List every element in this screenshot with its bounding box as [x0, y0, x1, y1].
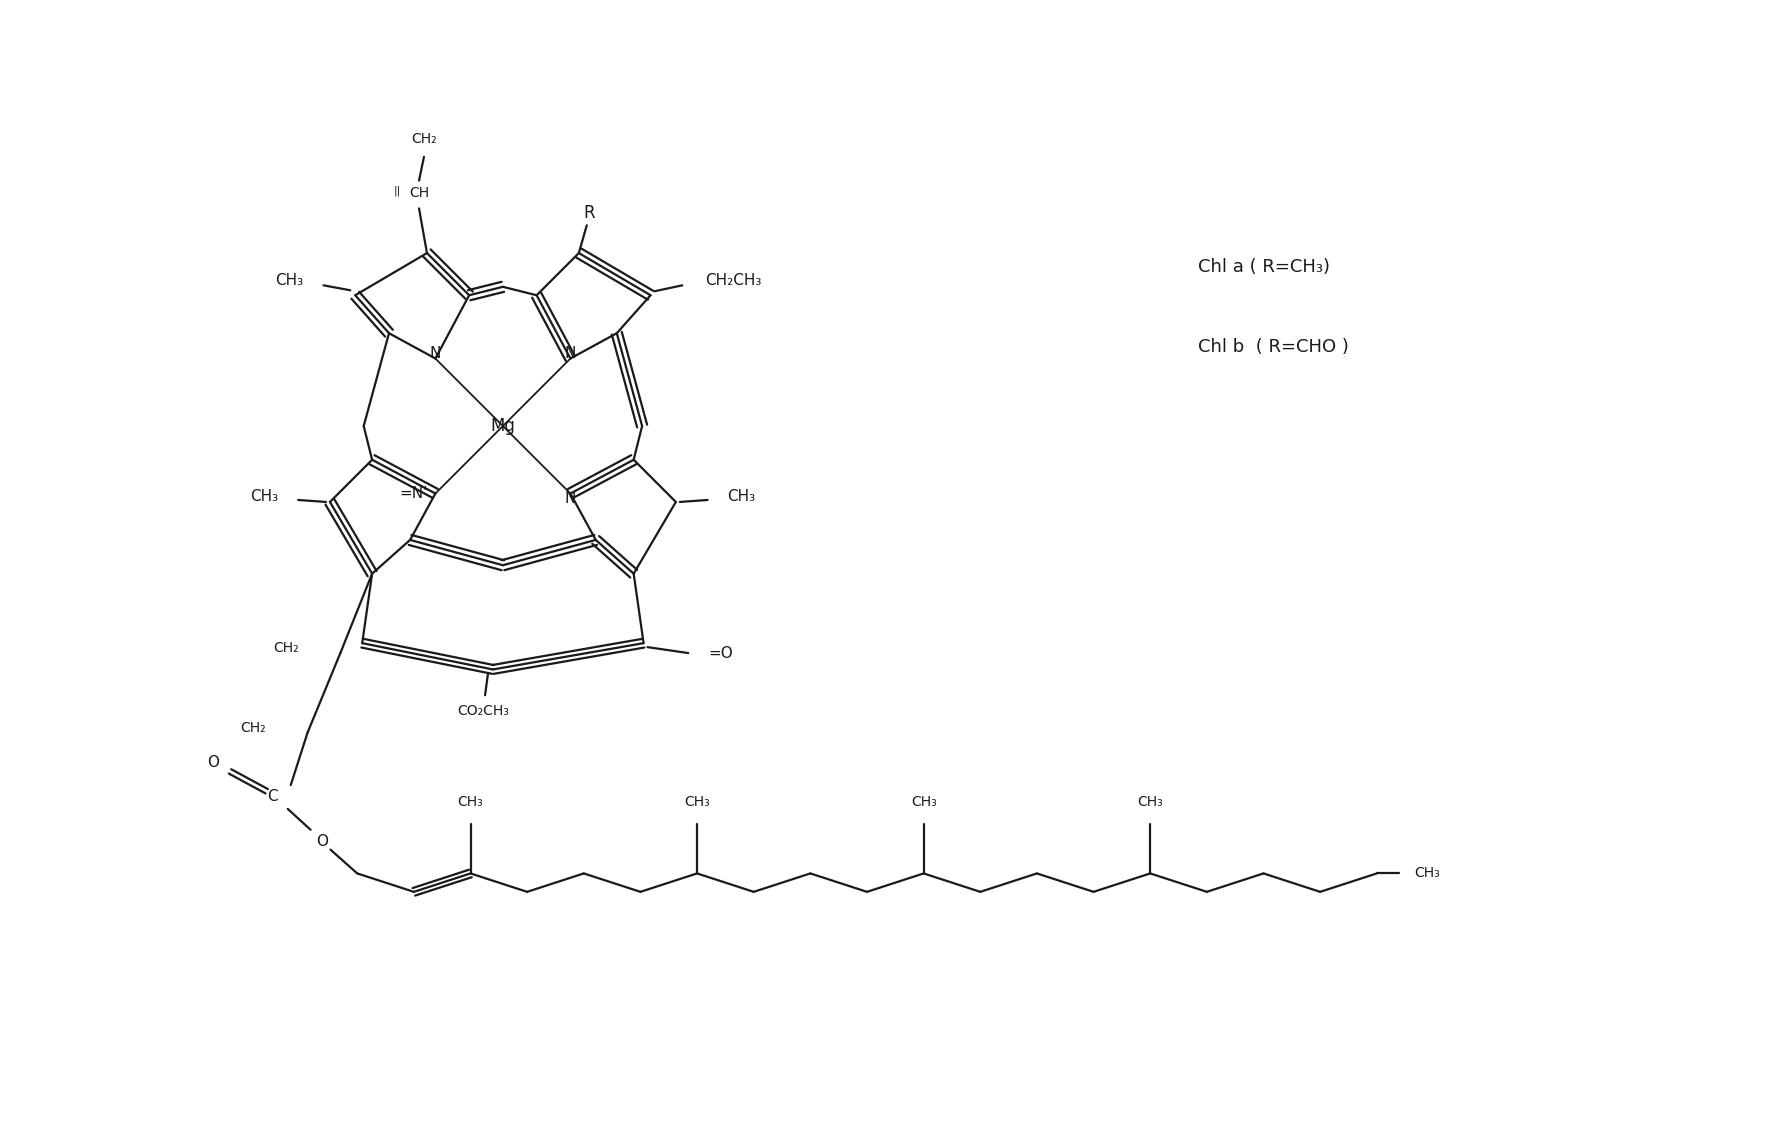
Text: CH₂: CH₂ [241, 720, 266, 735]
Text: CH₂CH₃: CH₂CH₃ [704, 273, 761, 288]
Text: O: O [317, 834, 328, 849]
Text: Mg: Mg [490, 417, 515, 435]
Text: CH₃: CH₃ [684, 795, 709, 809]
Text: CH₃: CH₃ [727, 489, 756, 504]
Text: CH₂: CH₂ [412, 132, 437, 146]
Text: C: C [267, 790, 278, 804]
Text: N: N [565, 346, 576, 361]
Text: =O: =O [707, 646, 732, 660]
Text: CH₃: CH₃ [1137, 795, 1162, 809]
Text: CH: CH [408, 186, 429, 199]
Text: CH₂: CH₂ [273, 641, 299, 655]
Text: CH₃: CH₃ [458, 795, 483, 809]
Text: CH₃: CH₃ [249, 489, 278, 504]
Text: Chl b  ( R=CHO ): Chl b ( R=CHO ) [1198, 338, 1347, 356]
Text: R: R [583, 205, 593, 223]
Text: CO₂CH₃: CO₂CH₃ [456, 704, 508, 718]
Text: =N': =N' [399, 486, 428, 501]
Text: N: N [565, 490, 576, 506]
Text: Chl a ( R=CH₃): Chl a ( R=CH₃) [1198, 259, 1329, 277]
Text: ||: || [394, 186, 401, 196]
Text: CH₃: CH₃ [276, 273, 303, 288]
Text: CH₃: CH₃ [911, 795, 936, 809]
Text: O: O [207, 755, 219, 770]
Text: CH₃: CH₃ [1413, 866, 1440, 881]
Text: N: N [429, 346, 440, 361]
